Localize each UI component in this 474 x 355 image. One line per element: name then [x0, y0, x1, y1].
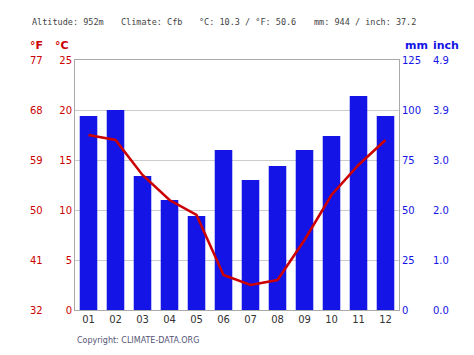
- svg-text:41: 41: [30, 255, 43, 266]
- svg-text:08: 08: [271, 314, 284, 325]
- svg-text:50: 50: [402, 205, 415, 216]
- svg-text:Altitude: 952m: Altitude: 952m: [32, 17, 104, 27]
- svg-text:04: 04: [163, 314, 176, 325]
- svg-text:68: 68: [30, 105, 43, 116]
- svg-text:0.0: 0.0: [433, 305, 449, 316]
- svg-text:inch: inch: [433, 39, 459, 52]
- svg-text:100: 100: [402, 105, 421, 116]
- svg-text:59: 59: [30, 155, 43, 166]
- svg-text:01: 01: [82, 314, 95, 325]
- svg-text:50: 50: [30, 205, 43, 216]
- svg-text:0: 0: [402, 305, 408, 316]
- svg-text:25: 25: [402, 255, 415, 266]
- svg-text:10: 10: [59, 205, 72, 216]
- svg-text:mm: 944 / inch: 37.2: mm: 944 / inch: 37.2: [314, 17, 416, 27]
- svg-text:°F: °F: [30, 39, 43, 52]
- svg-text:°C: °C: [55, 39, 69, 52]
- svg-text:3.0: 3.0: [433, 155, 449, 166]
- svg-text:Copyright: CLIMATE-DATA.ORG: Copyright: CLIMATE-DATA.ORG: [77, 336, 199, 345]
- svg-text:3.9: 3.9: [433, 105, 449, 116]
- svg-text:75: 75: [402, 155, 415, 166]
- svg-text:02: 02: [109, 314, 122, 325]
- svg-text:06: 06: [217, 314, 230, 325]
- svg-text:mm: mm: [405, 39, 428, 52]
- svg-text:05: 05: [190, 314, 203, 325]
- svg-text:4.9: 4.9: [433, 55, 449, 66]
- svg-text:2.0: 2.0: [433, 205, 449, 216]
- svg-text:32: 32: [30, 305, 43, 316]
- svg-text:125: 125: [402, 55, 421, 66]
- svg-text:12: 12: [379, 314, 392, 325]
- svg-text:20: 20: [59, 105, 72, 116]
- svg-text:07: 07: [244, 314, 257, 325]
- svg-text:0: 0: [66, 305, 72, 316]
- svg-text:25: 25: [59, 55, 72, 66]
- svg-text:Climate: Cfb: Climate: Cfb: [121, 17, 182, 27]
- svg-text:09: 09: [298, 314, 311, 325]
- svg-text:5: 5: [66, 255, 72, 266]
- svg-text:10: 10: [325, 314, 338, 325]
- svg-text:11: 11: [352, 314, 365, 325]
- svg-text:77: 77: [30, 55, 43, 66]
- svg-text:15: 15: [59, 155, 72, 166]
- svg-text:03: 03: [136, 314, 149, 325]
- svg-text:°C: 10.3 / °F: 50.6: °C: 10.3 / °F: 50.6: [199, 17, 296, 27]
- svg-text:1.0: 1.0: [433, 255, 449, 266]
